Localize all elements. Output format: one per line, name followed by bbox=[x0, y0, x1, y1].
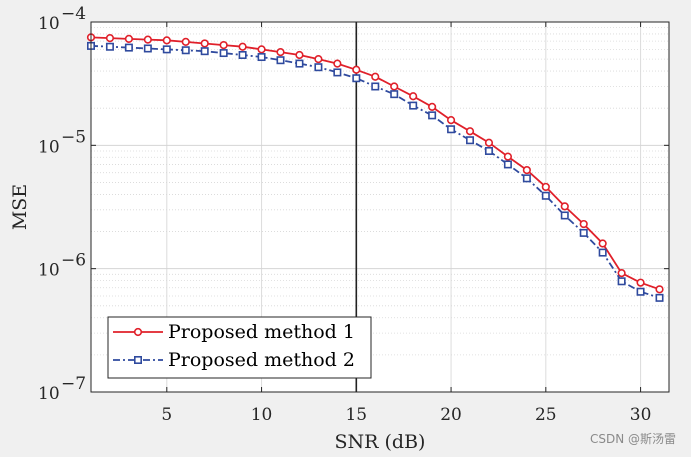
data-point-method-1 bbox=[257, 45, 266, 54]
data-point-method-2 bbox=[124, 43, 133, 52]
y-tick-label: 10 bbox=[38, 14, 60, 34]
data-point-method-1 bbox=[503, 152, 513, 161]
data-point-method-1 bbox=[409, 92, 418, 101]
y-tick-label: 10 bbox=[38, 261, 60, 281]
data-point-method-2 bbox=[105, 42, 114, 51]
data-point-method-1 bbox=[333, 59, 342, 68]
x-axis-label: SNR (dB) bbox=[335, 431, 426, 453]
data-point-method-1 bbox=[124, 34, 134, 43]
series-layer bbox=[86, 33, 664, 302]
data-point-method-1 bbox=[598, 239, 607, 248]
data-point-method-2 bbox=[162, 45, 171, 54]
legend-box bbox=[107, 316, 372, 379]
data-point-method-2 bbox=[636, 287, 645, 296]
data-point-method-2 bbox=[522, 174, 531, 183]
legend-entry-method-2 bbox=[113, 355, 163, 364]
legend: Proposed method 1 Proposed method 2 bbox=[107, 316, 372, 379]
data-point-method-2 bbox=[466, 136, 475, 145]
data-point-method-1 bbox=[390, 82, 399, 91]
legend-label-method-2: Proposed method 2 bbox=[168, 349, 355, 371]
data-point-method-1 bbox=[541, 182, 550, 192]
data-point-method-2 bbox=[143, 44, 152, 53]
data-point-method-2 bbox=[390, 90, 399, 99]
x-tick-label: 10 bbox=[251, 405, 273, 425]
data-point-method-2 bbox=[295, 59, 304, 68]
legend-entry-method-1 bbox=[113, 327, 163, 337]
data-point-method-2 bbox=[219, 49, 228, 58]
data-point-method-1 bbox=[181, 37, 190, 46]
data-point-method-2 bbox=[238, 51, 247, 60]
data-point-method-2 bbox=[409, 101, 418, 110]
data-point-method-1 bbox=[560, 202, 569, 211]
data-point-method-2 bbox=[276, 56, 285, 65]
data-point-method-2 bbox=[503, 160, 512, 169]
data-point-method-1 bbox=[484, 138, 494, 147]
ticks bbox=[91, 21, 669, 393]
data-point-method-1 bbox=[200, 39, 209, 48]
data-point-method-1 bbox=[522, 165, 531, 175]
data-point-method-2 bbox=[541, 191, 550, 200]
data-point-method-1 bbox=[428, 102, 437, 111]
data-point-method-1 bbox=[617, 269, 626, 278]
data-point-method-1 bbox=[446, 116, 456, 125]
data-point-method-2 bbox=[655, 293, 664, 302]
data-point-method-1 bbox=[314, 55, 323, 64]
data-point-method-1 bbox=[143, 35, 152, 44]
x-tick-label: 5 bbox=[161, 405, 172, 425]
data-point-method-1 bbox=[655, 285, 664, 294]
x-tick-label: 30 bbox=[630, 405, 652, 425]
y-tick-labels: 10−410−510−610−7 bbox=[38, 4, 86, 404]
data-point-method-1 bbox=[579, 219, 588, 229]
data-point-method-2 bbox=[333, 68, 342, 77]
data-point-method-2 bbox=[257, 53, 266, 62]
data-point-method-1 bbox=[105, 34, 115, 43]
x-tick-label: 20 bbox=[440, 405, 462, 425]
y-tick-label: 10 bbox=[38, 384, 60, 404]
data-point-method-2 bbox=[579, 228, 588, 237]
y-tick-label-exponent: −6 bbox=[61, 251, 86, 271]
data-point-method-1 bbox=[295, 50, 304, 60]
data-point-method-2 bbox=[598, 248, 607, 257]
x-tick-labels: 5 10 15 20 25 30 bbox=[161, 405, 651, 425]
data-point-method-2 bbox=[200, 47, 209, 56]
y-axis-label: MSE bbox=[9, 184, 31, 230]
data-point-method-2 bbox=[314, 63, 323, 72]
data-point-method-2 bbox=[484, 146, 493, 155]
y-tick-label-exponent: −4 bbox=[61, 4, 86, 24]
data-point-method-2 bbox=[447, 125, 456, 134]
data-point-method-2 bbox=[428, 111, 437, 120]
data-point-method-1 bbox=[465, 127, 475, 136]
data-point-method-1 bbox=[219, 40, 228, 50]
axes-box bbox=[90, 21, 670, 393]
data-point-method-2 bbox=[352, 74, 361, 83]
data-point-method-1 bbox=[276, 48, 285, 57]
data-point-method-1 bbox=[238, 42, 247, 51]
data-point-method-1 bbox=[352, 65, 361, 74]
data-point-method-2 bbox=[181, 46, 190, 55]
y-tick-label-exponent: −5 bbox=[61, 127, 86, 147]
legend-label-method-1: Proposed method 1 bbox=[168, 321, 355, 343]
x-tick-label: 15 bbox=[345, 405, 367, 425]
data-point-method-1 bbox=[636, 278, 645, 287]
data-point-method-2 bbox=[617, 277, 626, 286]
data-point-method-1 bbox=[162, 36, 171, 45]
y-tick-label-exponent: −7 bbox=[61, 374, 86, 394]
legend-marker-method-2 bbox=[134, 355, 143, 364]
watermark: CSDN @斯汤雷 bbox=[590, 432, 676, 446]
x-tick-label: 25 bbox=[535, 405, 557, 425]
legend-marker-method-1 bbox=[133, 327, 143, 337]
data-point-method-2 bbox=[560, 211, 569, 220]
data-point-method-1 bbox=[371, 72, 380, 81]
y-tick-label: 10 bbox=[38, 137, 60, 157]
data-point-method-2 bbox=[371, 82, 380, 91]
